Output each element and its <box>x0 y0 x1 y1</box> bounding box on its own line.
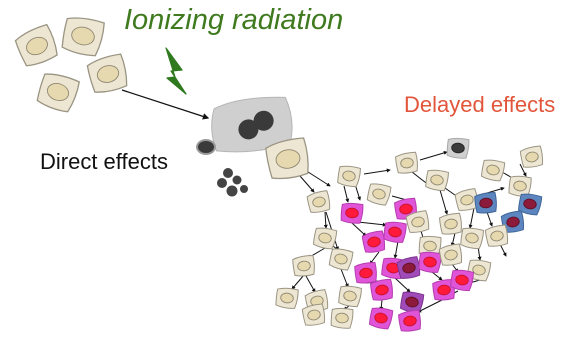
progression-arrow <box>439 189 449 215</box>
magenta-cell <box>398 309 421 332</box>
magenta-cell <box>354 262 377 284</box>
normal-cell <box>301 303 326 326</box>
cells-layer <box>14 17 544 332</box>
normal-cell <box>480 159 506 182</box>
apoptotic-body <box>226 185 238 197</box>
progression-arrow <box>486 211 493 227</box>
direct-effects-label: Direct effects <box>40 149 168 174</box>
apoptotic-body <box>217 178 227 188</box>
gray-cell <box>446 137 470 159</box>
progression-arrow <box>431 271 443 281</box>
progression-arrow <box>393 240 399 259</box>
progression-arrow <box>340 268 349 288</box>
normal-cell <box>14 23 58 67</box>
progression-arrow <box>305 275 316 293</box>
normal-cell <box>330 307 354 329</box>
normal-cell <box>306 190 331 213</box>
normal-cell <box>265 137 309 180</box>
magenta-cell <box>340 202 364 224</box>
normal-cell <box>460 227 484 250</box>
magenta-cell <box>418 251 442 273</box>
magenta-cell <box>370 278 393 301</box>
normal-cell <box>405 210 430 233</box>
magenta-cell <box>450 269 474 292</box>
blue-cell <box>474 192 497 214</box>
progression-arrow <box>450 232 456 247</box>
apoptotic-nucleus <box>198 141 214 153</box>
magenta-cell <box>432 279 455 301</box>
blue-cell <box>517 193 543 216</box>
normal-cell <box>418 235 442 257</box>
normal-cell <box>338 285 362 308</box>
normal-cell <box>484 224 509 247</box>
apoptotic-body <box>240 185 248 193</box>
normal-cell <box>61 17 105 57</box>
normal-cell <box>519 145 544 168</box>
purple-cell <box>396 256 421 279</box>
progression-arrow <box>343 185 350 203</box>
progression-arrow <box>363 168 391 175</box>
normal-cell <box>312 227 338 250</box>
normal-cell <box>438 243 463 266</box>
progression-arrow <box>291 274 305 290</box>
progression-arrow <box>519 163 527 177</box>
purple-cell <box>399 291 425 314</box>
progression-arrow <box>299 175 315 193</box>
dark-nucleus <box>238 119 259 140</box>
normal-cell <box>275 287 299 309</box>
blue-cell <box>500 210 525 233</box>
normal-cell <box>292 255 315 277</box>
normal-cell <box>439 212 462 235</box>
progression-arrow <box>323 211 328 229</box>
magenta-cell <box>361 230 386 253</box>
delayed-effects-label: Delayed effects <box>404 92 556 117</box>
normal-cell <box>508 175 532 197</box>
progression-arrow <box>121 89 210 120</box>
apoptotic-body <box>232 175 242 185</box>
progression-arrow <box>468 207 475 229</box>
apoptotic-body <box>223 168 233 178</box>
progression-arrow <box>351 222 367 237</box>
normal-cell <box>86 53 128 93</box>
normal-cell <box>36 73 80 113</box>
normal-cell <box>366 183 392 206</box>
progression-arrow <box>357 221 387 227</box>
progression-arrow <box>304 169 331 187</box>
normal-cell <box>337 165 361 188</box>
lightning-bolt-icon <box>165 47 187 95</box>
progression-arrow <box>499 243 507 257</box>
damaged-cell <box>211 96 293 153</box>
progression-arrow <box>417 298 445 313</box>
progression-arrow <box>369 251 380 265</box>
dark-nucleus <box>253 110 274 131</box>
normal-cell <box>395 151 418 174</box>
ionizing-radiation-title: Ionizing radiation <box>124 4 344 36</box>
progression-arrow <box>394 277 411 293</box>
progression-arrow <box>419 150 448 161</box>
normal-cell <box>454 188 479 211</box>
magenta-cell <box>368 307 394 330</box>
normal-cell <box>425 169 449 192</box>
normal-cell <box>328 248 354 271</box>
magenta-cell <box>383 221 407 243</box>
